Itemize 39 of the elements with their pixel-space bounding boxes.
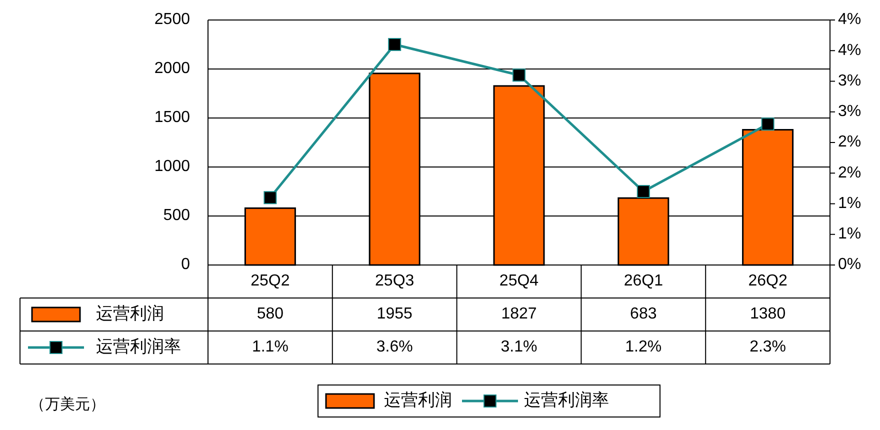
legend: 运营利润 运营利润率 xyxy=(318,384,660,418)
text: （万美元） xyxy=(30,396,105,413)
y-tick-label: 2000 xyxy=(154,60,190,78)
data-label: 1.1% xyxy=(252,338,288,356)
data-label: 1380 xyxy=(750,306,786,323)
data-label: 1827 xyxy=(501,306,537,323)
y2-tick-label: 0% xyxy=(838,256,862,274)
point xyxy=(264,191,277,204)
y2-tick-label: 4% xyxy=(838,42,862,59)
y2-tick-label: 1% xyxy=(838,226,862,243)
x-tick-label: 25Q2 xyxy=(250,272,290,290)
legend-label: 运营利润 xyxy=(96,304,164,323)
data-label: 3.1% xyxy=(500,338,538,356)
y2-tick-label: 1% xyxy=(838,194,862,212)
y2-tick-label: 3% xyxy=(838,72,862,90)
point xyxy=(636,185,650,198)
data-label: 3.6% xyxy=(376,338,413,356)
y-tick-label: 2500 xyxy=(154,11,190,28)
point xyxy=(512,68,526,82)
y2-tick-label: 3% xyxy=(838,103,862,120)
legend-label: 运营利润率 xyxy=(96,336,181,356)
data-label: 2.3% xyxy=(750,338,786,356)
y-tick-label: 0 xyxy=(181,256,190,274)
y-tick-label: 1000 xyxy=(154,158,190,176)
data-label: 1955 xyxy=(376,306,412,323)
x-tick-label: 26Q1 xyxy=(624,272,664,290)
point xyxy=(388,38,402,51)
data-label: 1.2% xyxy=(625,338,662,356)
y-tick-label: 1500 xyxy=(154,109,190,126)
data-label: 683 xyxy=(630,306,657,323)
y2-tick-label: 2% xyxy=(838,164,862,182)
x-tick-label: 26Q2 xyxy=(748,272,788,290)
y2-tick-label: 2% xyxy=(838,134,862,151)
x-tick-label: 25Q3 xyxy=(375,272,414,290)
y-tick-label: 500 xyxy=(163,207,190,224)
data-label: 580 xyxy=(256,306,284,323)
point xyxy=(761,118,774,131)
y2-tick-label: 4% xyxy=(838,11,862,28)
x-tick-label: 25Q4 xyxy=(499,272,539,290)
